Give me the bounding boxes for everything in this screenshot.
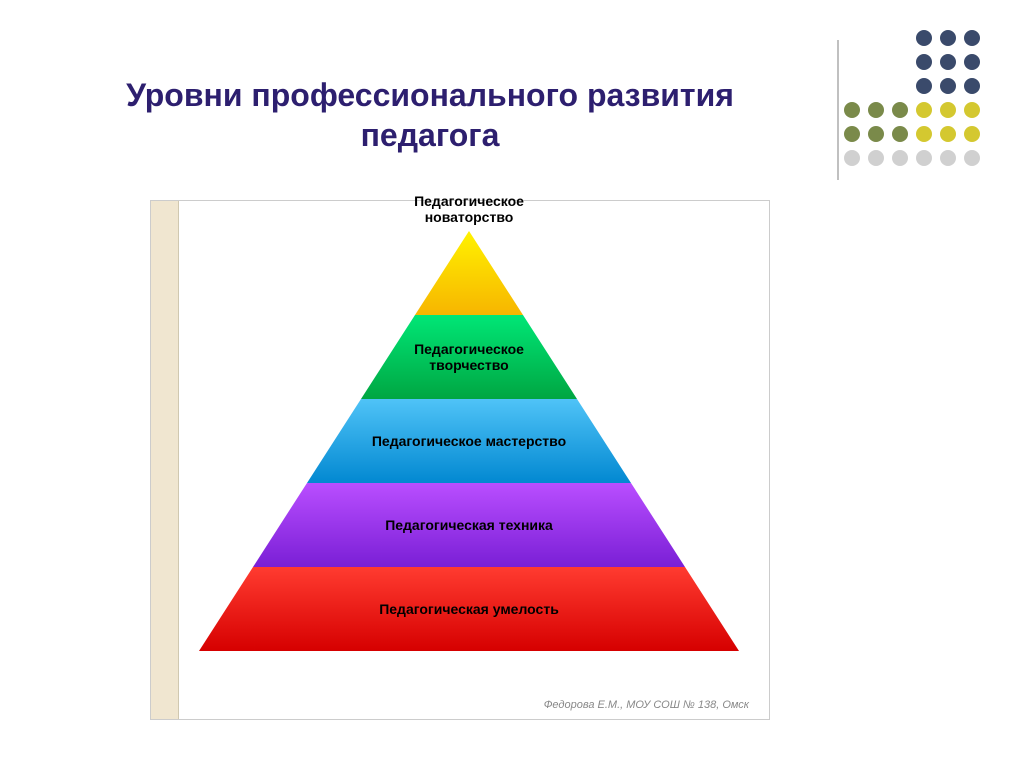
- decoration-dot: [844, 102, 860, 118]
- decoration-dot: [940, 54, 956, 70]
- decoration-dot: [964, 78, 980, 94]
- decoration-dot: [964, 150, 980, 166]
- pyramid-level-label-0: Педагогическоеноваторство: [359, 193, 579, 225]
- title-text: Уровни профессионального развития педаго…: [126, 77, 734, 153]
- pyramid-level-label-1: Педагогическоетворчество: [414, 341, 524, 373]
- decoration-dot: [916, 150, 932, 166]
- decoration-dot: [892, 150, 908, 166]
- decoration-dot: [916, 126, 932, 142]
- pyramid-diagram: ПедагогическоеноваторствоПедагогическоет…: [199, 231, 739, 651]
- decoration-dot: [868, 150, 884, 166]
- decoration-dot: [940, 30, 956, 46]
- decoration-dot: [844, 150, 860, 166]
- decoration-dot: [868, 102, 884, 118]
- decoration-dot: [868, 126, 884, 142]
- decoration-dot-grid: [844, 30, 984, 170]
- decoration-dot: [964, 102, 980, 118]
- pyramid-level-4: Педагогическая умелость: [199, 567, 739, 651]
- decoration-dot: [892, 126, 908, 142]
- decoration-dot: [940, 78, 956, 94]
- decoration-dot: [916, 30, 932, 46]
- pyramid-container: ПедагогическоеноваторствоПедагогическоет…: [150, 200, 770, 720]
- pyramid-level-label-2: Педагогическое мастерство: [372, 433, 566, 449]
- pyramid-level-3: Педагогическая техника: [253, 483, 685, 567]
- decoration-dot: [844, 126, 860, 142]
- decoration-dot: [916, 78, 932, 94]
- pyramid-level-2: Педагогическое мастерство: [307, 399, 631, 483]
- pyramid-level-label-4: Педагогическая умелость: [379, 601, 559, 617]
- decoration-dot: [916, 102, 932, 118]
- decoration-vertical-line: [837, 40, 839, 180]
- decoration-dot: [964, 30, 980, 46]
- attribution-text: Федорова Е.М., МОУ СОШ № 138, Омск: [544, 699, 749, 711]
- decoration-dot: [940, 150, 956, 166]
- decoration-dot: [964, 126, 980, 142]
- decoration-dot: [964, 54, 980, 70]
- decoration-dot: [892, 102, 908, 118]
- pyramid-level-0: [415, 231, 523, 315]
- left-stripe: [151, 201, 179, 719]
- page-title: Уровни профессионального развития педаго…: [60, 75, 800, 155]
- decoration-dot: [916, 54, 932, 70]
- decoration-dot: [940, 102, 956, 118]
- pyramid-level-label-3: Педагогическая техника: [385, 517, 553, 533]
- decoration-dot: [940, 126, 956, 142]
- pyramid-level-1: Педагогическоетворчество: [361, 315, 577, 399]
